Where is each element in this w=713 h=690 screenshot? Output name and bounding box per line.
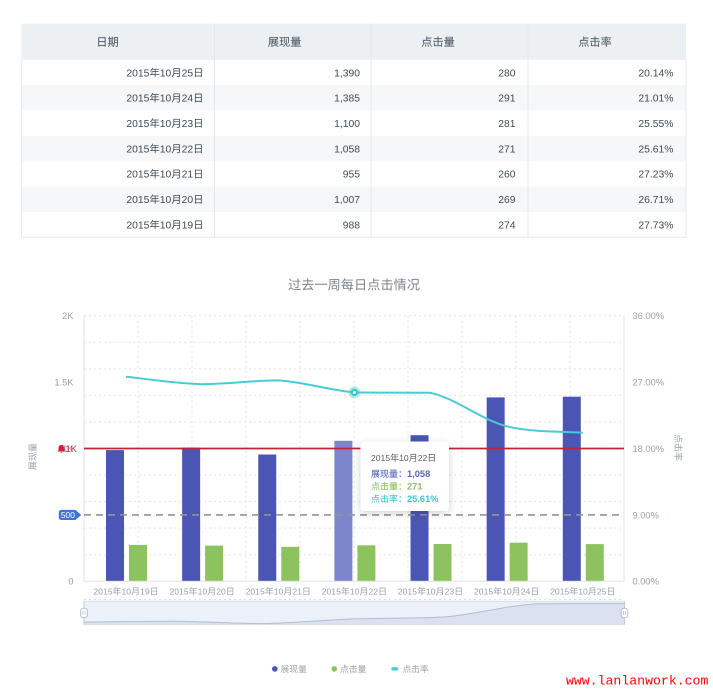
svg-text:2015: 2015 — [246, 587, 265, 597]
svg-text:1K: 1K — [62, 444, 74, 454]
svg-text:274: 274 — [498, 220, 516, 231]
svg-text:18.00%: 18.00% — [633, 444, 665, 454]
svg-text:1,100: 1,100 — [334, 119, 360, 130]
svg-text:2015: 2015 — [126, 144, 149, 155]
svg-text:27.73%: 27.73% — [638, 220, 673, 231]
svg-text:24: 24 — [182, 94, 194, 105]
svg-text:2015: 2015 — [398, 587, 417, 597]
svg-text:2015: 2015 — [322, 587, 341, 597]
svg-text:2015: 2015 — [474, 587, 493, 597]
svg-text:19: 19 — [140, 587, 150, 597]
svg-text:2015: 2015 — [93, 587, 112, 597]
svg-text:10: 10 — [160, 195, 172, 206]
svg-text:2015: 2015 — [126, 94, 149, 105]
svg-text:500: 500 — [61, 510, 75, 520]
svg-text:21.01%: 21.01% — [638, 94, 673, 105]
svg-text:0: 0 — [68, 577, 73, 587]
svg-text:280: 280 — [498, 68, 516, 79]
svg-text:1,390: 1,390 — [334, 68, 360, 79]
svg-text:23: 23 — [182, 119, 194, 130]
svg-text:25.61%: 25.61% — [407, 494, 439, 504]
svg-text:1K: 1K — [65, 444, 77, 455]
svg-text:23: 23 — [445, 587, 455, 597]
svg-text:24: 24 — [521, 587, 531, 597]
svg-text:2015: 2015 — [126, 119, 149, 130]
svg-text:www.lanlanwork.com: www.lanlanwork.com — [566, 673, 709, 688]
svg-text:1.5K: 1.5K — [54, 378, 74, 388]
svg-text:22: 22 — [182, 144, 194, 155]
svg-text:10: 10 — [274, 587, 284, 597]
svg-text:10: 10 — [160, 119, 172, 130]
svg-text:271: 271 — [498, 144, 516, 155]
svg-text:10: 10 — [160, 170, 172, 181]
svg-text:988: 988 — [343, 220, 361, 231]
svg-text:10: 10 — [122, 587, 132, 597]
svg-text:955: 955 — [343, 170, 361, 181]
svg-text:2K: 2K — [62, 311, 74, 321]
svg-text:10: 10 — [502, 587, 512, 597]
svg-text:26.71%: 26.71% — [638, 195, 673, 206]
svg-text:10: 10 — [578, 587, 588, 597]
svg-text:27.23%: 27.23% — [638, 170, 673, 181]
svg-text:2015: 2015 — [170, 587, 189, 597]
svg-text:27.00%: 27.00% — [633, 378, 665, 388]
svg-text:25: 25 — [182, 68, 194, 79]
svg-text:10: 10 — [426, 587, 436, 597]
svg-text:1,007: 1,007 — [334, 195, 360, 206]
svg-text:22: 22 — [368, 587, 378, 597]
svg-text:10: 10 — [160, 144, 172, 155]
svg-text:2015: 2015 — [126, 68, 149, 79]
svg-text:1,058: 1,058 — [334, 144, 360, 155]
svg-text:2015: 2015 — [126, 170, 149, 181]
svg-text:1,058: 1,058 — [407, 469, 430, 479]
svg-text:25: 25 — [597, 587, 607, 597]
svg-text:2015: 2015 — [126, 195, 149, 206]
svg-text:10: 10 — [399, 453, 409, 463]
svg-text:10: 10 — [160, 68, 172, 79]
svg-text:2015: 2015 — [550, 587, 569, 597]
svg-text:22: 22 — [418, 453, 428, 463]
svg-text:291: 291 — [498, 94, 516, 105]
svg-text:10: 10 — [198, 587, 208, 597]
svg-text:21: 21 — [292, 587, 302, 597]
svg-text:1,385: 1,385 — [334, 94, 360, 105]
svg-text:36.00%: 36.00% — [633, 311, 665, 321]
svg-text:10: 10 — [350, 587, 360, 597]
svg-text:271: 271 — [407, 482, 423, 492]
svg-text:2015: 2015 — [371, 453, 390, 463]
svg-text:20.14%: 20.14% — [638, 68, 673, 79]
svg-text:25.61%: 25.61% — [638, 144, 673, 155]
svg-text:260: 260 — [498, 170, 516, 181]
svg-text:20: 20 — [216, 587, 226, 597]
svg-text:1K: 1K — [62, 444, 74, 454]
svg-text:19: 19 — [182, 220, 194, 231]
svg-text:10: 10 — [160, 94, 172, 105]
svg-text:9.00%: 9.00% — [633, 510, 659, 520]
svg-text:281: 281 — [498, 119, 516, 130]
svg-text:0.00%: 0.00% — [633, 577, 659, 587]
svg-text:269: 269 — [498, 195, 516, 206]
svg-text:25.55%: 25.55% — [638, 119, 673, 130]
svg-text:20: 20 — [182, 195, 194, 206]
svg-text:10: 10 — [160, 220, 172, 231]
svg-text:21: 21 — [182, 170, 194, 181]
svg-text:2015: 2015 — [126, 220, 149, 231]
